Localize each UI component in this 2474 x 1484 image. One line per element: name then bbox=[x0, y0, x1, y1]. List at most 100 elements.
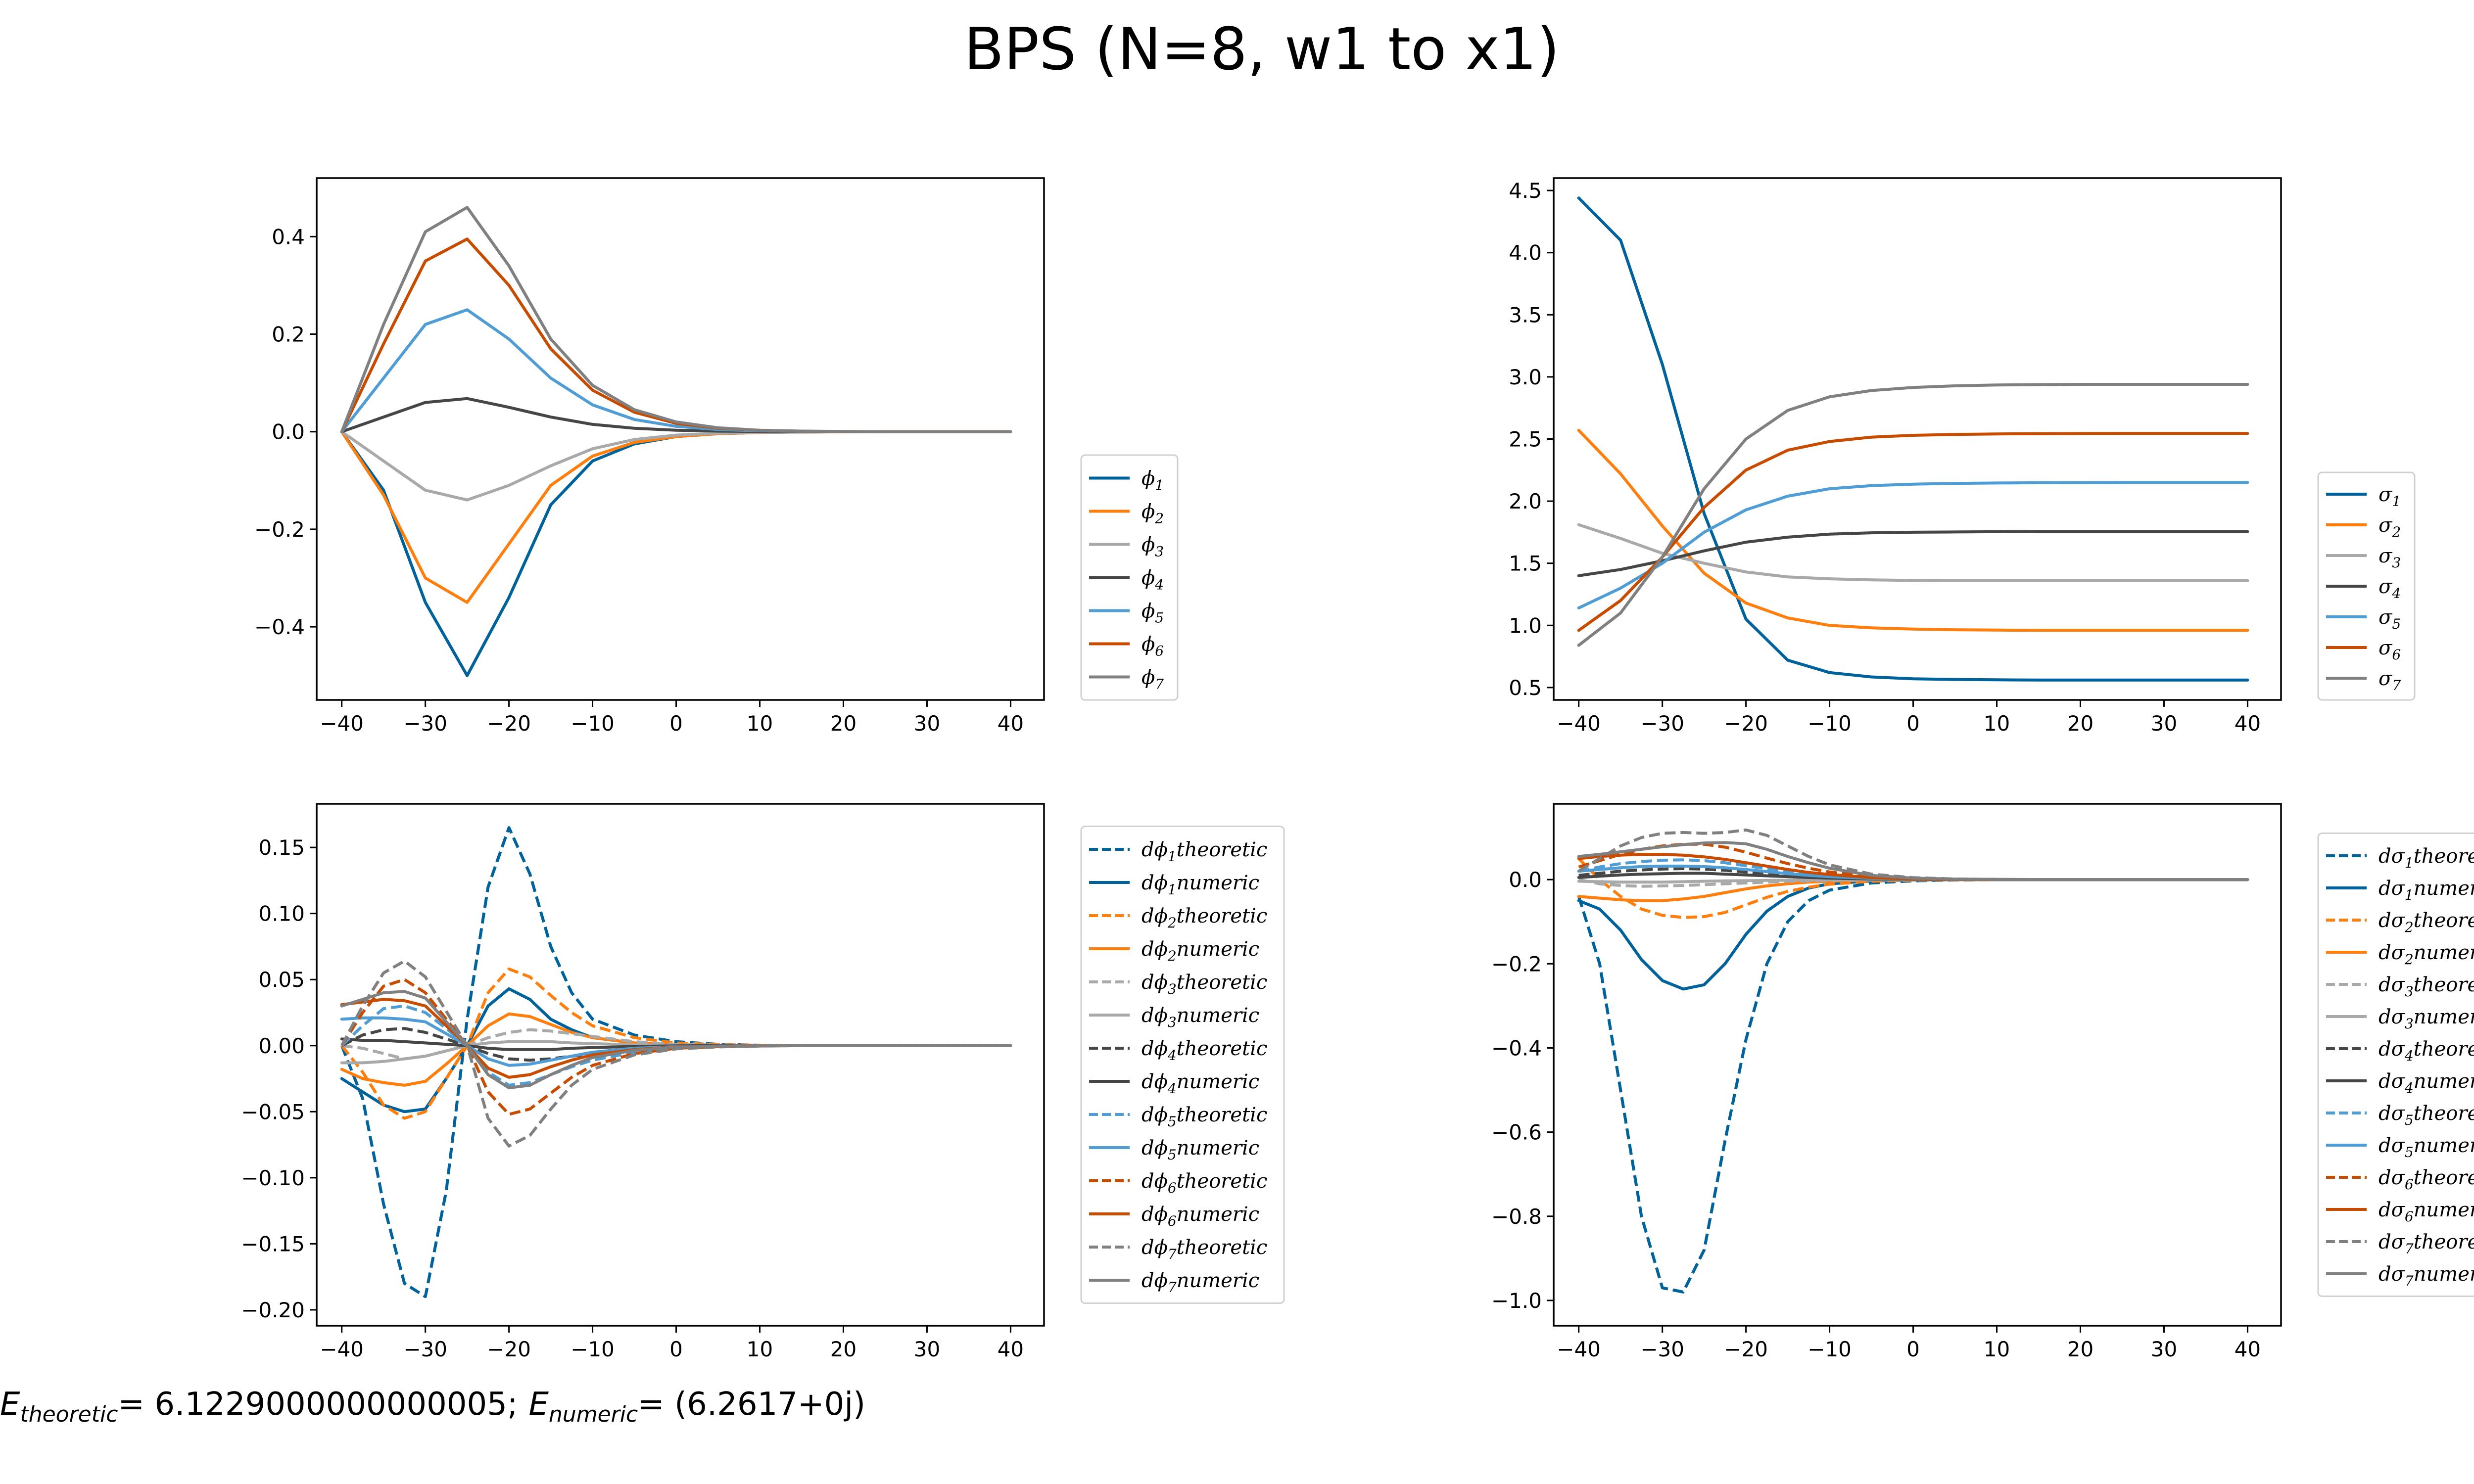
legend-suffix: numeric bbox=[2414, 1070, 2474, 1093]
y-tick-label: 0.15 bbox=[258, 835, 305, 860]
legend-subscript: 4 bbox=[1167, 1047, 1177, 1064]
x-tick-label: 0 bbox=[1906, 1337, 1920, 1361]
e-theoretic-symbol: E bbox=[0, 1386, 20, 1423]
y-tick-label: 4.0 bbox=[1509, 241, 1542, 265]
legend-subscript: 5 bbox=[2405, 1112, 2414, 1128]
legend-entry-14: dσ7numeric bbox=[2326, 1263, 2474, 1289]
legend-symbol: ϕ bbox=[1142, 666, 1155, 689]
legend-symbol: ϕ bbox=[1142, 567, 1155, 590]
legend-subscript: 2 bbox=[1154, 510, 1164, 527]
series-lines bbox=[340, 206, 1012, 677]
legend-label: dϕ5theoretic bbox=[1142, 1104, 1267, 1130]
legend-subscript: 5 bbox=[1168, 1147, 1177, 1163]
legend-suffix: theoretic bbox=[2414, 1102, 2474, 1125]
y-tick-label: 1.5 bbox=[1509, 552, 1542, 576]
legend-entry-13: dϕ7theoretic bbox=[1089, 1236, 1267, 1262]
legend-symbol: dϕ bbox=[1142, 1170, 1168, 1193]
legend-label: dϕ1numeric bbox=[1142, 872, 1259, 898]
legend-label: ϕ3 bbox=[1142, 534, 1164, 560]
legend-suffix: theoretic bbox=[1177, 1104, 1268, 1126]
y-tick-label: 4.5 bbox=[1509, 179, 1542, 203]
x-tick-label: 30 bbox=[2151, 1337, 2177, 1361]
energy-footer: Etheoretic= 6.1229000000000005; Enumeric=… bbox=[0, 1386, 865, 1427]
legend-label: dϕ6numeric bbox=[1142, 1203, 1259, 1229]
series-line-5 bbox=[1577, 481, 2249, 610]
legend-subscript: 6 bbox=[2405, 1176, 2414, 1193]
y-tick-label: 3.5 bbox=[1509, 303, 1542, 327]
legend-label: dσ7numeric bbox=[2379, 1263, 2474, 1289]
y-tick-label: 0.2 bbox=[272, 323, 305, 347]
legend-label: ϕ6 bbox=[1142, 633, 1164, 659]
legend-entry-9: dσ5theoretic bbox=[2326, 1102, 2474, 1128]
x-tick-label: 10 bbox=[1984, 1337, 2010, 1361]
e-numeric-value: = (6.2617+0j) bbox=[638, 1386, 865, 1423]
legend-suffix: theoretic bbox=[2414, 974, 2474, 996]
legend-label: dϕ3numeric bbox=[1142, 1004, 1259, 1030]
legend-subscript: 2 bbox=[2404, 919, 2414, 935]
legend-symbol: dσ bbox=[2379, 974, 2406, 996]
subplot-1: −40 −30 −20 −10 0 10 20 30 40−0.4−0.20.00.20.4ϕ1… bbox=[254, 177, 1179, 736]
y-tick-label: 0.00 bbox=[258, 1034, 305, 1058]
axes-frame bbox=[316, 177, 1045, 701]
legend-symbol: ϕ bbox=[1142, 534, 1155, 556]
legend-entry-6: σ6 bbox=[2326, 637, 2401, 663]
legend-label: dσ1theoretic bbox=[2379, 845, 2474, 871]
y-tick-label: −1.0 bbox=[1491, 1289, 1542, 1313]
legend-label: dσ1numeric bbox=[2379, 877, 2474, 903]
y-tick-label: 2.0 bbox=[1509, 489, 1542, 513]
legend-entry-2: ϕ2 bbox=[1089, 501, 1164, 527]
legend-label: dσ6numeric bbox=[2379, 1199, 2474, 1225]
x-tick-label: −40 bbox=[1557, 1337, 1601, 1361]
legend-entry-6: dσ3numeric bbox=[2326, 1006, 2474, 1032]
legend-symbol: σ bbox=[2379, 667, 2393, 690]
legend-symbol: dσ bbox=[2379, 1166, 2406, 1189]
legend-entry-8: dσ4numeric bbox=[2326, 1070, 2474, 1096]
axes-frame bbox=[316, 803, 1045, 1327]
legend-subscript: 4 bbox=[1154, 577, 1164, 593]
x-tick-label: −30 bbox=[403, 1337, 447, 1361]
legend: dσ1theoreticdσ1numericdσ2theoreticdσ2num… bbox=[2317, 833, 2474, 1297]
x-tick-label: −20 bbox=[487, 711, 531, 736]
x-tick-label: 20 bbox=[2067, 711, 2093, 736]
x-tick-label: −10 bbox=[1808, 711, 1852, 736]
legend-subscript: 1 bbox=[2405, 887, 2414, 903]
legend-label: dϕ1theoretic bbox=[1142, 838, 1267, 865]
legend-label: σ7 bbox=[2379, 667, 2401, 694]
legend-entry-7: dσ4theoretic bbox=[2326, 1038, 2474, 1064]
legend-symbol: dϕ bbox=[1142, 1004, 1168, 1027]
legend-subscript: 6 bbox=[1168, 1180, 1177, 1196]
x-tick-label: 10 bbox=[747, 711, 773, 736]
legend-suffix: theoretic bbox=[1177, 1170, 1268, 1193]
legend-suffix: theoretic bbox=[1177, 838, 1268, 861]
legend-suffix: theoretic bbox=[2414, 1231, 2474, 1253]
legend-subscript: 6 bbox=[1155, 643, 1164, 659]
series-line-3 bbox=[1577, 523, 2249, 582]
y-tick-label: −0.6 bbox=[1491, 1120, 1542, 1145]
legend-entry-5: dσ3theoretic bbox=[2326, 974, 2474, 1000]
legend-subscript: 2 bbox=[2391, 524, 2401, 540]
x-tick-label: −30 bbox=[1640, 1337, 1684, 1361]
legend-suffix: numeric bbox=[1177, 872, 1259, 894]
legend-subscript: 2 bbox=[1167, 915, 1177, 931]
y-tick-label: 0.0 bbox=[272, 420, 305, 444]
legend-entry-13: dσ7theoretic bbox=[2326, 1231, 2474, 1257]
legend-subscript: 5 bbox=[1168, 1113, 1177, 1130]
legend-label: dσ7theoretic bbox=[2379, 1231, 2474, 1257]
legend-subscript: 3 bbox=[2405, 1016, 2414, 1032]
legend-label: dϕ2theoretic bbox=[1142, 905, 1267, 931]
legend-label: dϕ3theoretic bbox=[1142, 971, 1267, 997]
x-tick-label: 40 bbox=[2235, 711, 2261, 736]
legend-entry-14: dϕ7numeric bbox=[1089, 1269, 1259, 1296]
legend-label: σ6 bbox=[2379, 637, 2401, 663]
y-tick-label: 0.4 bbox=[272, 225, 305, 249]
e-theoretic-value: = 6.1229000000000005; bbox=[118, 1386, 518, 1423]
legend-entry-5: ϕ5 bbox=[1089, 600, 1164, 626]
series-line-7 bbox=[1577, 383, 2249, 647]
e-numeric-subscript: numeric bbox=[549, 1402, 638, 1427]
x-tick-label: −10 bbox=[571, 711, 615, 736]
legend-label: ϕ1 bbox=[1142, 467, 1164, 494]
y-tick-label: −0.8 bbox=[1491, 1205, 1542, 1229]
legend-label: dσ3numeric bbox=[2379, 1006, 2474, 1032]
legend-entry-1: dσ1theoretic bbox=[2326, 845, 2474, 871]
